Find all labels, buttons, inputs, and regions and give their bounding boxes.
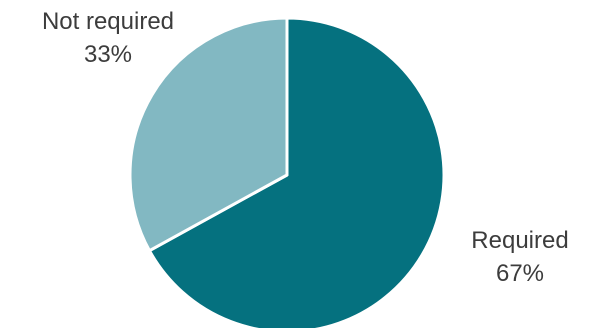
pct-not-required: 33% bbox=[84, 41, 132, 68]
pie-slice-required bbox=[147, 16, 446, 328]
pct-required: 67% bbox=[496, 260, 544, 287]
label-required: Required bbox=[471, 227, 568, 254]
pie-slices bbox=[128, 16, 446, 328]
label-not-required: Not required bbox=[42, 8, 174, 35]
pie-slice-not-required bbox=[128, 16, 289, 253]
